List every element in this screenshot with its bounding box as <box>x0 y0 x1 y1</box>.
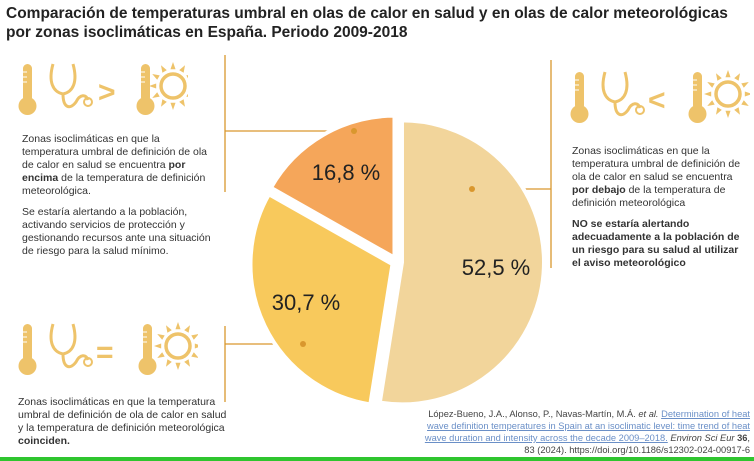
connector-dot <box>469 186 475 192</box>
emphasis: coinciden. <box>18 435 70 447</box>
text: Zonas isoclimáticas en que la temperatur… <box>572 145 741 183</box>
connector-dot <box>351 128 357 134</box>
citation-journal: Environ Sci Eur <box>670 433 735 443</box>
icon-row-equal: = <box>18 322 198 375</box>
slice-label-equal: 30,7 % <box>272 290 341 315</box>
sun-icon <box>154 322 198 370</box>
thermometer-icon <box>18 64 37 115</box>
icon-row-above: > <box>18 62 188 115</box>
emphasis: por encima <box>22 159 186 184</box>
bottom-bar <box>0 457 754 461</box>
less-than-icon: < <box>648 84 666 117</box>
text: Zonas isoclimáticas en que la temperatur… <box>18 396 227 434</box>
text: de la temperatura de definición meteorol… <box>22 172 206 197</box>
sun-icon <box>149 62 188 110</box>
thermometer-icon <box>688 72 707 123</box>
pie-slice-below <box>377 118 546 407</box>
panel-equal: Zonas isoclimáticas en que la temperatur… <box>18 396 228 456</box>
slice-label-below: 52,5 % <box>462 255 531 280</box>
citation-authors: López-Bueno, J.A., Alonso, P., Navas-Mar… <box>428 409 639 419</box>
stethoscope-icon <box>601 71 645 117</box>
consequence-text: NO se estaría alertando adecuadamente a … <box>572 218 740 269</box>
emphasis: por debajo <box>572 184 626 196</box>
citation: López-Bueno, J.A., Alonso, P., Navas-Mar… <box>420 408 750 456</box>
greater-than-icon: > <box>98 76 116 109</box>
connector-dot <box>300 341 306 347</box>
thermometer-icon <box>136 64 155 115</box>
stethoscope-icon <box>49 323 93 369</box>
text: de la temperatura de definición meteorol… <box>572 184 726 209</box>
citation-link[interactable]: Determination of heat wave definition te… <box>424 409 750 443</box>
sun-icon <box>704 70 750 118</box>
equals-icon: = <box>96 336 114 369</box>
citation-etal: et al. <box>638 409 659 419</box>
consequence-text: Se estaría alertando a la población, act… <box>22 206 211 257</box>
thermometer-icon <box>138 324 157 375</box>
pie-slice-equal <box>248 191 395 407</box>
panel-below: Zonas isoclimáticas en que la temperatur… <box>572 145 744 278</box>
panel-above: Zonas isoclimáticas en que la temperatur… <box>22 133 217 266</box>
thermometer-icon <box>570 72 589 123</box>
slice-label-above: 16,8 % <box>312 160 381 185</box>
page-title: Comparación de temperaturas umbral en ol… <box>6 5 728 41</box>
thermometer-icon <box>18 324 37 375</box>
citation-doi: , 83 (2024). https://doi.org/10.1186/s12… <box>524 433 750 455</box>
stethoscope-icon <box>49 63 93 109</box>
citation-volume: 36 <box>737 433 748 443</box>
text: Zonas isoclimáticas en que la temperatur… <box>22 133 208 171</box>
pie-slice-above <box>268 113 397 262</box>
icon-row-below: < <box>570 70 750 123</box>
